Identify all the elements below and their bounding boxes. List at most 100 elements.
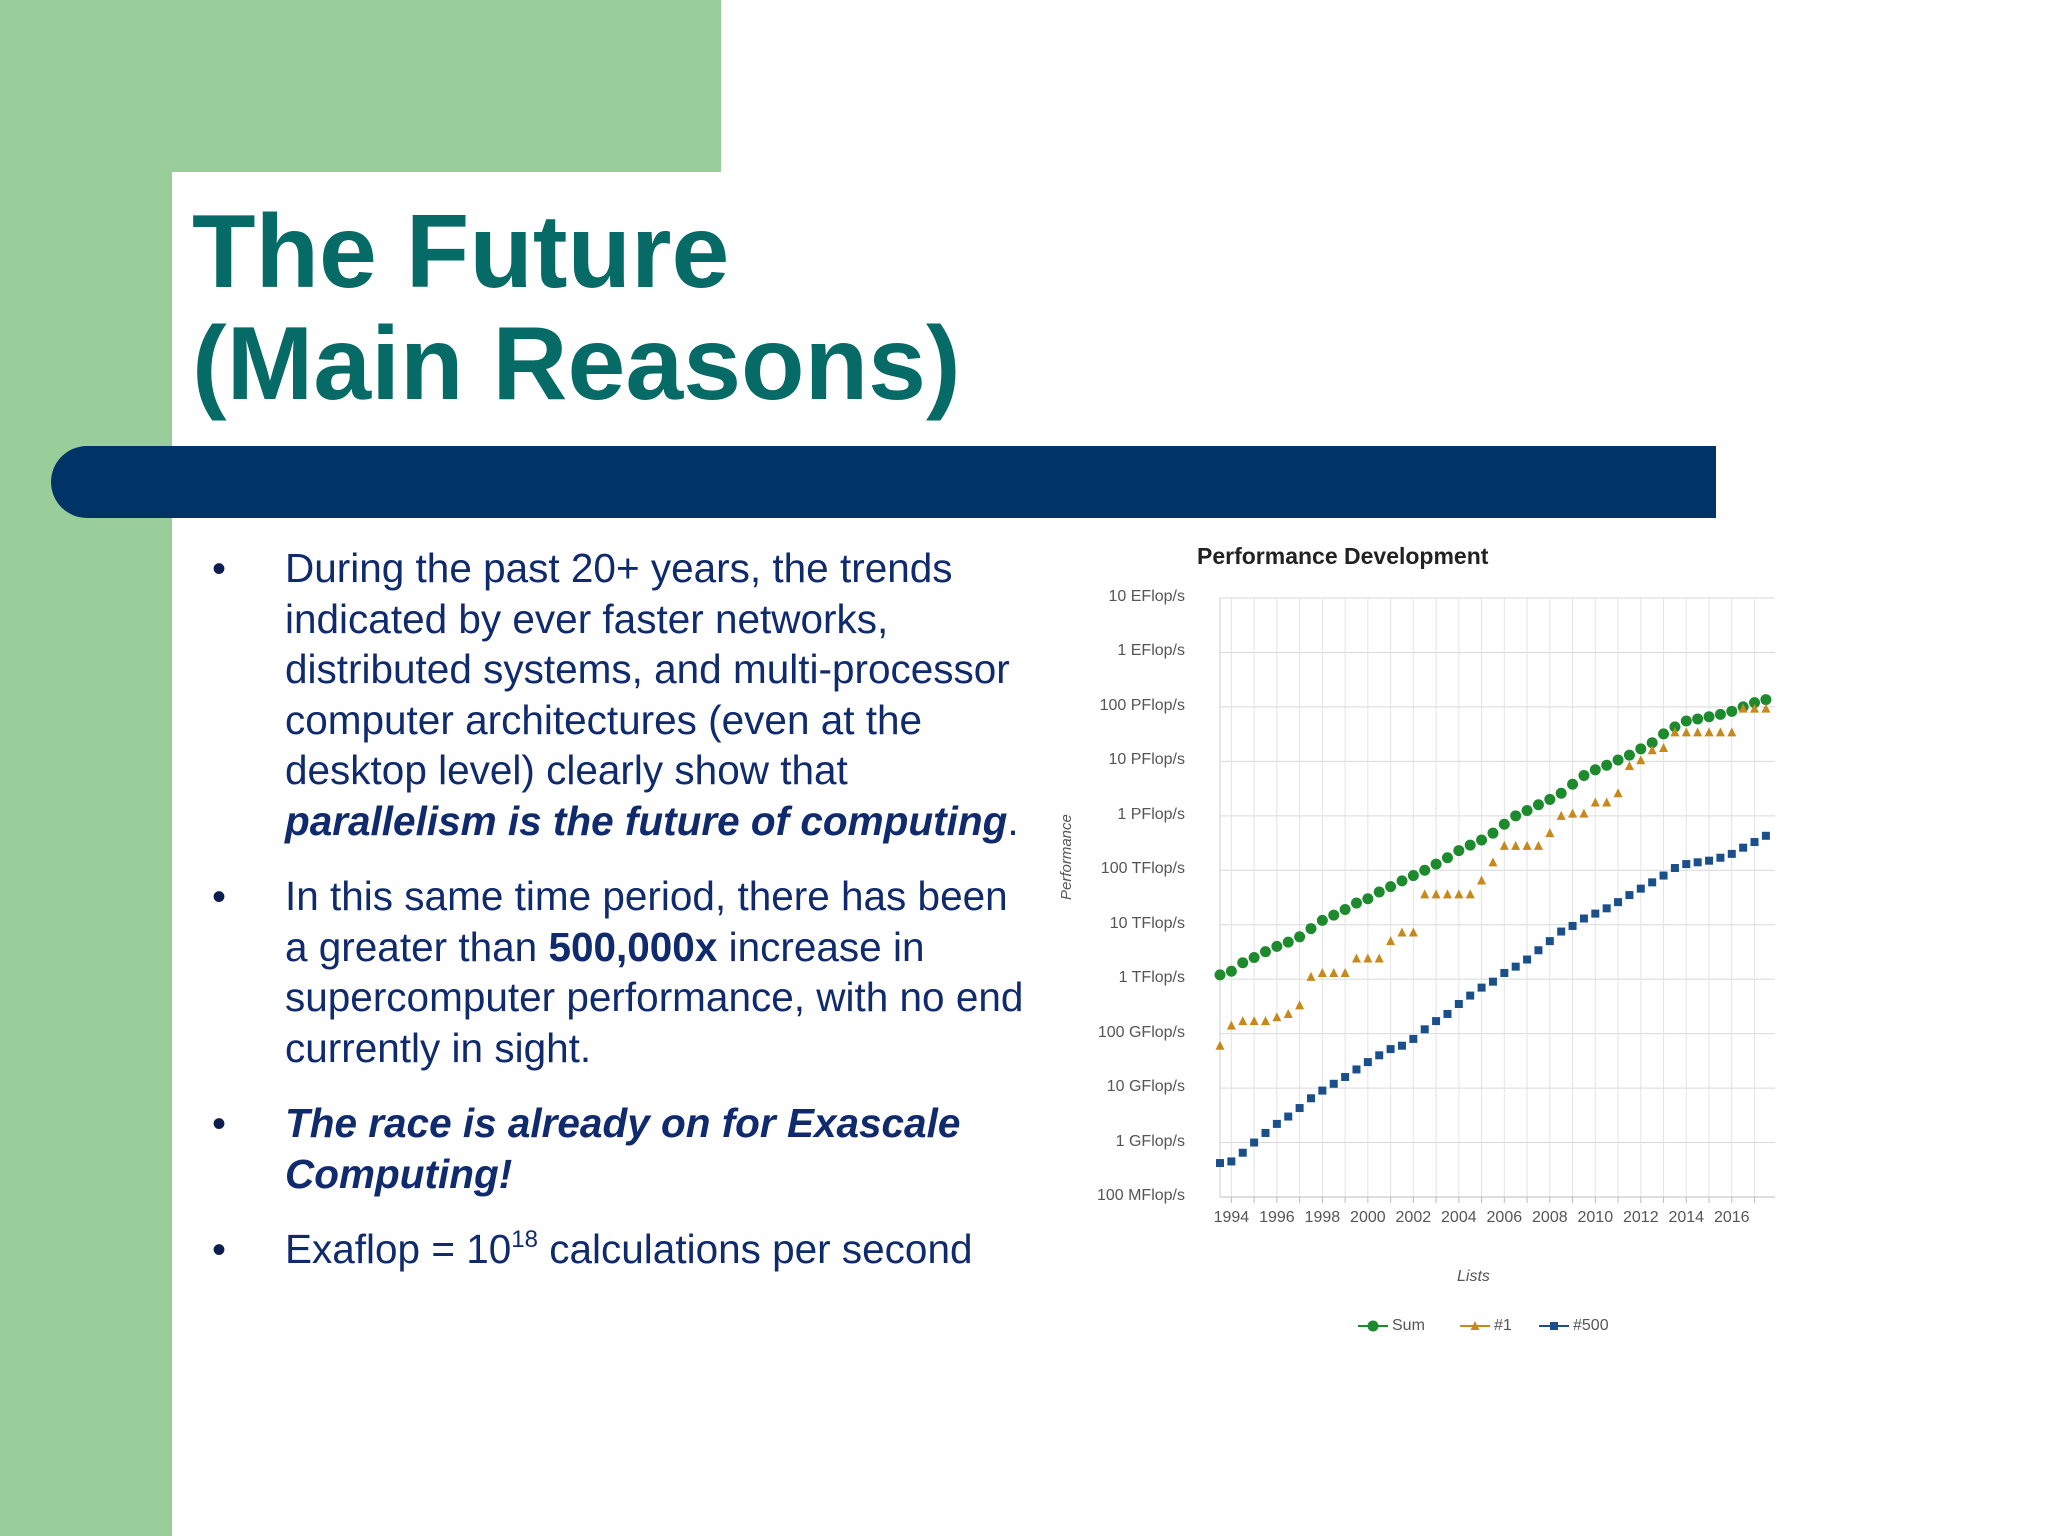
legend-marker-icon [1358,1320,1388,1332]
data-point [1498,818,1510,830]
data-point [1431,889,1441,899]
data-point [1488,977,1497,986]
data-point [1271,940,1283,952]
x-tick-label: 2002 [1395,1209,1432,1226]
data-point [1453,845,1465,857]
bullet-dot-icon: • [212,875,227,919]
data-point [1216,1159,1224,1168]
series-top-500 [1216,831,1770,1168]
data-point [1362,893,1374,905]
data-point [1601,759,1613,771]
bullet-item: • Exaflop = 1018 calculations per second [208,1224,1038,1275]
performance-chart: Performance Development Performance List… [1040,530,1800,1360]
data-point [1659,742,1669,752]
bullet-emphasis: The race is already on for Exascale Comp… [285,1100,961,1197]
data-point [1260,1016,1270,1026]
data-point [1488,857,1498,867]
data-point [1511,962,1520,971]
x-tick-label: 2004 [1441,1209,1477,1226]
title-line-2: (Main Reasons) [192,306,961,422]
data-point [1749,697,1761,709]
data-point [1249,1016,1259,1026]
data-point [1363,953,1373,963]
data-point [1430,858,1442,870]
bullet-list: • During the past 20+ years, the trends … [208,543,1038,1275]
data-point [1693,727,1703,737]
data-point [1409,1034,1418,1043]
data-point [1613,788,1623,798]
y-tick-label: 1 GFlop/s [1115,1132,1185,1150]
data-point [1602,904,1611,913]
data-point [1523,955,1532,964]
x-tick-label: 2016 [1713,1209,1750,1226]
data-point [1350,897,1362,909]
data-point [1454,889,1464,899]
data-point [1500,968,1509,977]
data-point [1396,875,1408,887]
data-point [1214,969,1226,981]
data-point [1259,946,1271,958]
data-point [1466,991,1475,1000]
data-point [1522,840,1532,850]
x-tick-label: 2000 [1350,1209,1386,1226]
y-tick-label: 1 PFlop/s [1117,805,1185,823]
data-point [1534,946,1543,955]
data-point [1750,838,1759,847]
data-point [1465,889,1475,899]
data-point [1739,843,1748,852]
bullet-emphasis: parallelism is the future of computing [285,797,1008,844]
y-tick-label: 1 TFlop/s [1118,969,1185,987]
data-point [1284,1112,1293,1121]
data-point [1612,754,1624,766]
data-point [1487,827,1499,839]
data-point [1555,787,1567,799]
legend-label: #1 [1494,1317,1512,1334]
y-tick-label: 10 EFlop/s [1108,588,1185,605]
x-tick-label: 1994 [1213,1209,1250,1226]
y-tick-label: 10 GFlop/s [1106,1078,1185,1096]
data-point [1420,889,1430,899]
data-point [1386,936,1396,946]
data-point [1386,1045,1395,1054]
chart-title: Performance Development [1197,543,1489,569]
data-point [1602,797,1612,807]
data-point [1272,1012,1282,1022]
bullet-text: calculations per second [538,1226,973,1272]
data-point [1329,1079,1338,1088]
data-point [1578,770,1590,782]
data-point [1591,909,1600,918]
data-point [1636,884,1645,893]
green-accent-left [0,0,172,1536]
data-point [1658,728,1670,740]
y-tick-label: 10 PFlop/s [1108,751,1185,769]
data-point [1272,1119,1281,1128]
data-point [1589,764,1601,776]
data-point [1681,727,1691,737]
data-point [1477,983,1486,992]
bullet-text: During the past 20+ years, the trends in… [285,545,1010,793]
data-point [1556,810,1566,820]
data-point [1373,886,1385,898]
data-point [1659,871,1668,880]
data-point [1375,1051,1384,1060]
data-point [1215,1040,1225,1050]
data-point [1568,808,1578,818]
data-point [1568,921,1577,930]
data-point [1624,761,1634,771]
data-point [1407,870,1419,882]
data-point [1647,745,1657,755]
data-point [1306,971,1316,981]
data-point [1238,1016,1248,1026]
y-tick-label: 100 TFlop/s [1100,860,1185,878]
data-point [1738,703,1748,713]
x-tick-label: 2008 [1532,1209,1568,1226]
data-point [1397,1041,1406,1050]
data-point [1761,831,1770,840]
data-point [1295,1104,1304,1113]
data-point [1692,713,1704,725]
y-tick-label: 1 EFlop/s [1117,642,1185,660]
data-point [1635,743,1647,755]
data-point [1590,797,1600,807]
chart-y-axis-label: Performance [1058,814,1075,900]
